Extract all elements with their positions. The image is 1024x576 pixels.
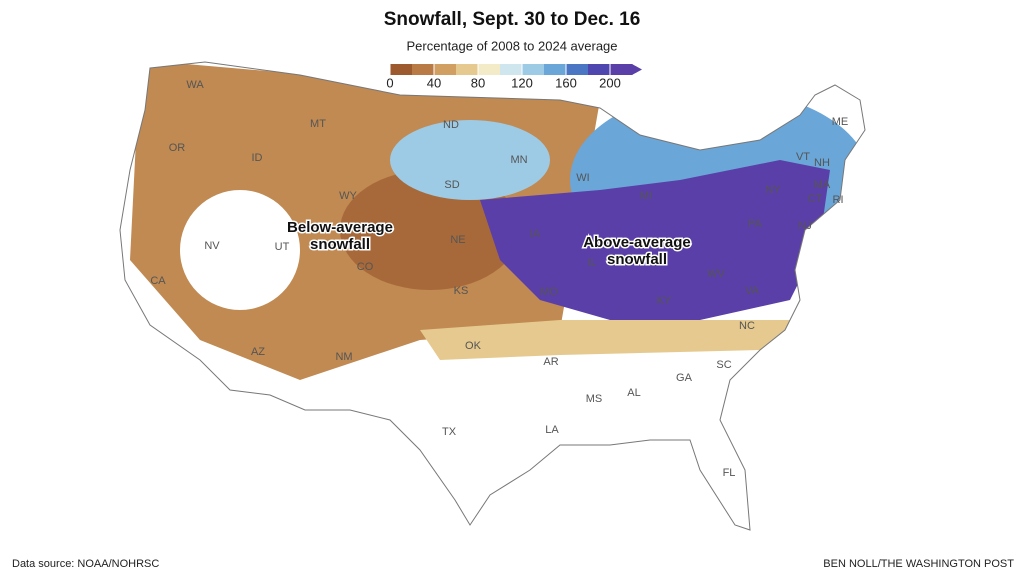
legend-tick-label: 160 <box>555 75 577 90</box>
state-label: NM <box>335 351 352 363</box>
state-label: WY <box>339 190 357 202</box>
state-label: WV <box>707 268 725 280</box>
legend-tick-label: 80 <box>471 75 485 90</box>
subtitle: Percentage of 2008 to 2024 average <box>406 38 617 53</box>
legend: 0 40 80 120 160 200 <box>386 64 642 90</box>
annotation: snowfall <box>310 236 370 253</box>
state-label: AR <box>543 356 558 368</box>
state-label: CO <box>357 261 374 273</box>
state-label: OR <box>169 142 186 154</box>
legend-swatch <box>412 64 435 75</box>
state-label: NE <box>450 234 465 246</box>
legend-arrow <box>632 64 642 75</box>
annotation: Above-average <box>583 234 691 251</box>
state-label: NC <box>739 320 755 332</box>
legend-swatch <box>566 64 589 75</box>
legend-tick-label: 200 <box>599 75 621 90</box>
credit: BEN NOLL/THE WASHINGTON POST <box>823 558 1014 570</box>
state-label: VT <box>796 151 810 163</box>
legend-tick-label: 40 <box>427 75 441 90</box>
map <box>120 62 865 530</box>
source: Data source: NOAA/NOHRSC <box>12 558 159 570</box>
state-label: MA <box>814 179 831 191</box>
legend-tick-label: 0 <box>386 75 393 90</box>
state-label: NV <box>204 240 220 252</box>
state-label: NJ <box>798 220 811 232</box>
legend-swatch <box>456 64 479 75</box>
state-label: MO <box>540 286 558 298</box>
state-label: MI <box>640 190 652 202</box>
state-label: TX <box>442 426 457 438</box>
state-label: KY <box>657 295 672 307</box>
title: Snowfall, Sept. 30 to Dec. 16 <box>384 9 641 30</box>
state-label: ID <box>252 152 263 164</box>
state-label: IA <box>530 228 541 240</box>
no-snow <box>180 190 300 310</box>
legend-tick-label: 120 <box>511 75 533 90</box>
legend-swatch <box>478 64 501 75</box>
state-label: PA <box>748 218 763 230</box>
annotation: snowfall <box>607 251 667 268</box>
legend-swatch <box>434 64 457 75</box>
state-label: AZ <box>251 346 265 358</box>
legend-swatch <box>500 64 523 75</box>
legend-swatch <box>588 64 611 75</box>
snow-above <box>480 160 830 320</box>
annotation: Below-average <box>287 219 393 236</box>
state-label: NY <box>765 184 781 196</box>
state-label: RI <box>833 194 844 206</box>
state-label: SC <box>716 359 731 371</box>
legend-swatch <box>390 64 413 75</box>
legend-swatch <box>522 64 545 75</box>
state-label: MT <box>310 118 326 130</box>
state-label: CT <box>808 193 823 205</box>
state-labels: WA MT ND MN OR ID WY SD WI MI NY VT NH M… <box>150 79 848 479</box>
legend-swatch <box>610 64 633 75</box>
state-label: MS <box>586 393 603 405</box>
snow-above <box>390 120 550 200</box>
state-label: WI <box>576 172 589 184</box>
state-label: ND <box>443 119 459 131</box>
state-label: UT <box>275 241 290 253</box>
state-label: GA <box>676 372 693 384</box>
legend-swatch <box>544 64 567 75</box>
snow-below <box>340 170 520 290</box>
state-label: VA <box>745 285 760 297</box>
state-label: OK <box>465 340 482 352</box>
state-label: CA <box>150 275 166 287</box>
state-label: WA <box>186 79 204 91</box>
state-label: AL <box>627 387 640 399</box>
state-label: IL <box>587 257 596 269</box>
state-label: KS <box>454 285 469 297</box>
state-label: ME <box>832 116 849 128</box>
state-label: FL <box>723 467 736 479</box>
state-label: NH <box>814 157 830 169</box>
state-label: SD <box>444 179 459 191</box>
state-label: MN <box>510 154 527 166</box>
state-label: LA <box>545 424 559 436</box>
us-outline <box>119 61 866 531</box>
snow-near <box>420 320 800 360</box>
